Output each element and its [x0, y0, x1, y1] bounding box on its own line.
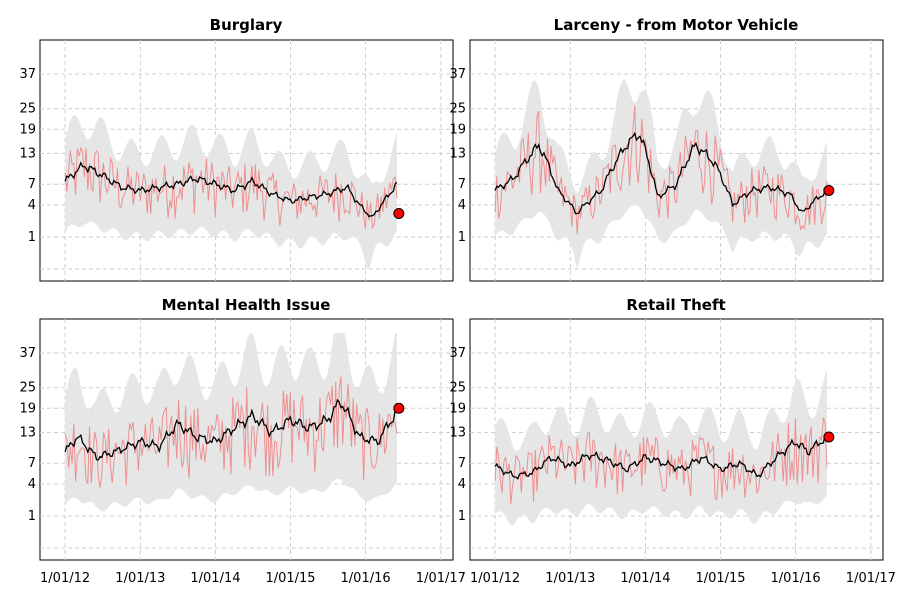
- raw-series-line: [64, 146, 398, 230]
- y-tick-label: 1: [458, 230, 466, 245]
- x-tick-label: 1/01/17: [846, 571, 896, 586]
- x-tick-label: 1/01/12: [40, 571, 90, 586]
- y-tick-label: 4: [28, 477, 36, 492]
- y-tick-label: 19: [449, 122, 466, 137]
- panel-title: Mental Health Issue: [162, 296, 331, 314]
- y-tick-label: 13: [449, 425, 466, 440]
- y-tick-label: 37: [449, 346, 466, 361]
- y-tick-label: 1: [28, 509, 36, 524]
- y-tick-label: 37: [19, 67, 36, 82]
- y-tick-label: 1: [458, 509, 466, 524]
- x-tick-label: 1/01/16: [341, 571, 391, 586]
- x-tick-label: 1/01/13: [545, 571, 595, 586]
- latest-value-point: [823, 184, 835, 196]
- chart-panel-1: Burglary 1 4 7 13 19 25 37: [19, 16, 454, 282]
- raw-series-line: [494, 417, 828, 504]
- x-tick-label: 1/01/14: [620, 571, 670, 586]
- panel-title: Larceny - from Motor Vehicle: [554, 16, 799, 34]
- panel-title: Retail Theft: [626, 296, 725, 314]
- y-tick-label: 13: [19, 425, 36, 440]
- y-tick-label: 7: [458, 177, 466, 192]
- y-tick-label: 7: [28, 456, 36, 471]
- confidence-band: [65, 333, 397, 512]
- y-tick-label: 25: [449, 381, 466, 396]
- y-tick-label: 7: [458, 456, 466, 471]
- x-tick-label: 1/01/17: [416, 571, 466, 586]
- y-tick-label: 13: [19, 146, 36, 161]
- latest-value-point: [393, 402, 405, 414]
- y-tick-label: 4: [458, 198, 466, 213]
- y-tick-label: 19: [19, 401, 36, 416]
- y-tick-label: 25: [19, 102, 36, 117]
- latest-value-point: [823, 431, 835, 443]
- x-tick-label: 1/01/16: [771, 571, 821, 586]
- smoothed-series-line: [64, 161, 398, 218]
- x-tick-label: 1/01/15: [695, 571, 745, 586]
- chart-panel-3: Mental Health Issue 1 4 7 13 19 25 37 1/01/12 1/0…: [19, 296, 465, 586]
- x-tick-label: 1/01/14: [190, 571, 240, 586]
- smoothed-series-line: [494, 131, 828, 215]
- smoothed-series-line: [494, 433, 828, 480]
- panel-title: Burglary: [210, 16, 283, 34]
- chart-panel-2: Larceny - from Motor Vehicle 1 4 7 13 19 25 37: [449, 16, 884, 282]
- y-tick-label: 19: [19, 122, 36, 137]
- y-tick-label: 4: [458, 477, 466, 492]
- y-tick-label: 25: [449, 102, 466, 117]
- y-tick-label: 19: [449, 401, 466, 416]
- chart-panel-4: Retail Theft 1 4 7 13 19 25 37 1/01/12 1/01/13 1/0…: [449, 296, 895, 586]
- x-tick-label: 1/01/15: [265, 571, 315, 586]
- y-tick-label: 25: [19, 381, 36, 396]
- x-tick-label: 1/01/12: [470, 571, 520, 586]
- y-tick-label: 37: [19, 346, 36, 361]
- y-tick-label: 13: [449, 146, 466, 161]
- x-tick-label: 1/01/13: [115, 571, 165, 586]
- latest-value-point: [393, 207, 405, 219]
- y-tick-label: 37: [449, 67, 466, 82]
- y-tick-label: 7: [28, 177, 36, 192]
- y-tick-label: 4: [28, 198, 36, 213]
- raw-series-line: [494, 105, 828, 235]
- y-tick-label: 1: [28, 230, 36, 245]
- smoothed-series-line: [64, 398, 398, 461]
